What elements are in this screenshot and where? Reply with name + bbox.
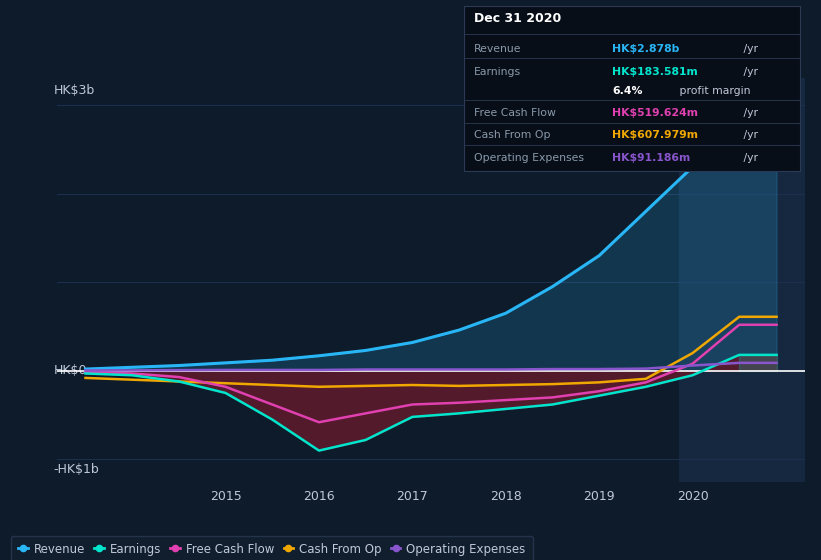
Text: Cash From Op: Cash From Op [474,130,550,141]
Text: Revenue: Revenue [474,44,521,54]
Text: HK$607.979m: HK$607.979m [612,130,698,141]
Text: Free Cash Flow: Free Cash Flow [474,108,556,118]
Legend: Revenue, Earnings, Free Cash Flow, Cash From Op, Operating Expenses: Revenue, Earnings, Free Cash Flow, Cash … [11,536,533,560]
Text: HK$0: HK$0 [53,365,87,377]
Text: /yr: /yr [740,67,758,77]
Text: HK$2.878b: HK$2.878b [612,44,679,54]
Text: HK$183.581m: HK$183.581m [612,67,698,77]
Text: HK$91.186m: HK$91.186m [612,152,690,162]
Text: -HK$1b: -HK$1b [53,464,99,477]
Text: Operating Expenses: Operating Expenses [474,152,584,162]
Text: /yr: /yr [740,130,758,141]
Text: /yr: /yr [740,44,758,54]
Text: profit margin: profit margin [676,86,750,96]
Text: /yr: /yr [740,152,758,162]
Text: HK$3b: HK$3b [53,84,95,97]
Text: HK$519.624m: HK$519.624m [612,108,698,118]
Text: /yr: /yr [740,108,758,118]
Text: Dec 31 2020: Dec 31 2020 [474,12,562,25]
Text: 6.4%: 6.4% [612,86,643,96]
Text: Earnings: Earnings [474,67,521,77]
Bar [678,78,805,482]
